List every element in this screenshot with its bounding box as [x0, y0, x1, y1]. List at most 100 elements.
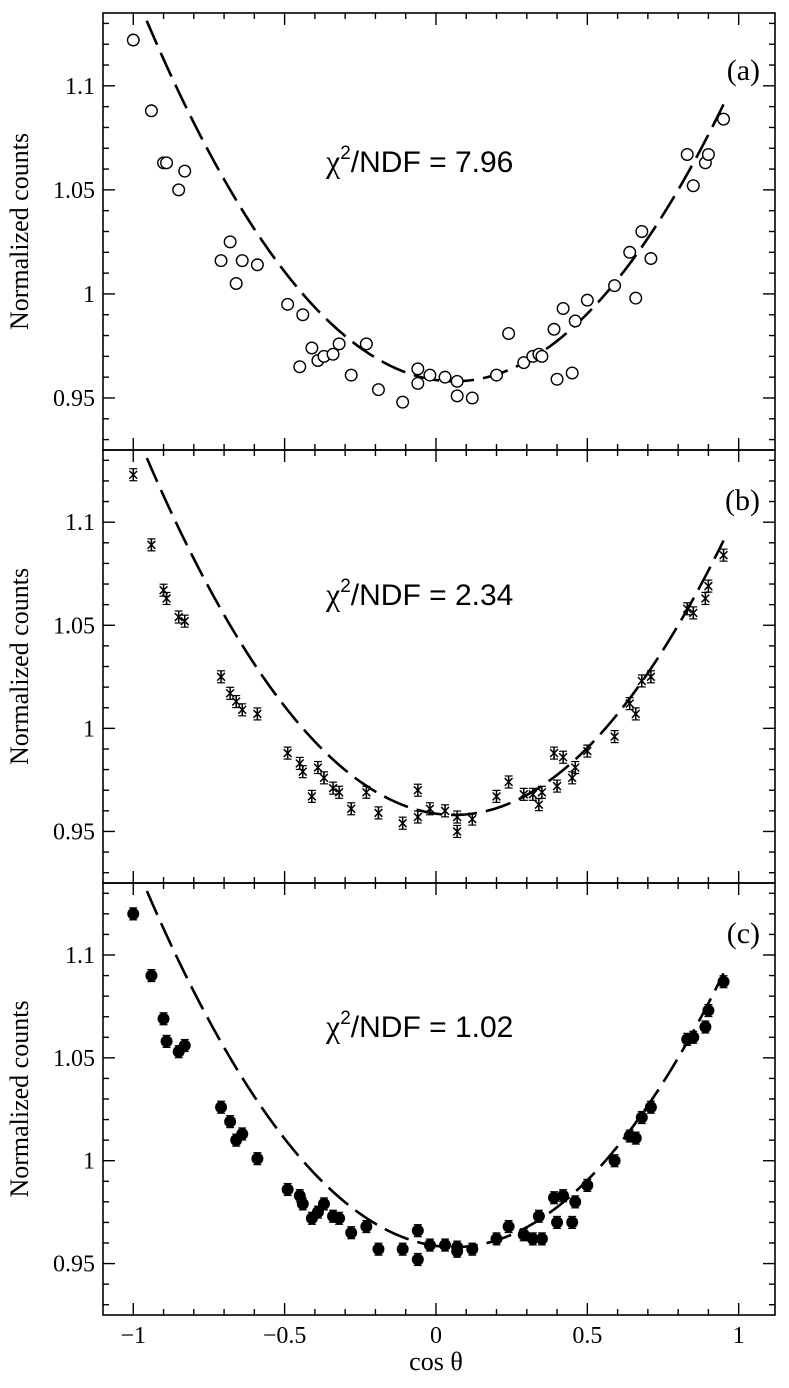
data-point	[556, 301, 570, 315]
marker-filled-circle	[629, 1132, 642, 1145]
data-point	[646, 670, 656, 684]
data-point	[374, 806, 383, 820]
data-point	[372, 1242, 385, 1256]
marker-filled-circle	[333, 1212, 346, 1225]
marker-filled-circle	[296, 1197, 309, 1210]
data-point	[361, 785, 371, 799]
marker-filled-circle	[699, 1021, 712, 1033]
data-point	[490, 1232, 503, 1246]
marker-filled-circle	[608, 1154, 621, 1167]
chi2-suffix: /NDF = 7.96	[351, 146, 514, 179]
data-point	[450, 389, 464, 403]
data-point	[440, 804, 450, 818]
data-point	[532, 1209, 545, 1223]
data-point	[333, 1211, 346, 1225]
data-point	[610, 730, 619, 744]
data-point	[307, 789, 317, 804]
marker-open-circle	[556, 301, 570, 315]
marker-asterisk	[440, 806, 450, 816]
data-point	[580, 293, 594, 307]
data-point	[465, 391, 479, 405]
y-tick-label: 1	[83, 282, 95, 308]
marker-open-circle	[326, 347, 340, 361]
data-point	[492, 789, 501, 804]
data-point	[237, 703, 247, 717]
marker-asterisk	[174, 612, 184, 622]
data-point	[635, 224, 649, 238]
data-points	[128, 468, 728, 839]
marker-asterisk	[719, 550, 728, 560]
marker-asterisk	[346, 804, 356, 814]
data-point	[528, 787, 538, 801]
data-point	[235, 254, 249, 268]
chi2-symbol: χ	[325, 143, 341, 179]
marker-asterisk	[534, 800, 544, 810]
data-point	[236, 1127, 249, 1141]
marker-asterisk	[452, 827, 462, 836]
data-point	[296, 1197, 309, 1211]
marker-open-circle	[547, 322, 561, 336]
data-point	[635, 1110, 648, 1125]
data-point	[686, 179, 700, 193]
data-point	[359, 337, 373, 351]
y-tick-label: 1.1	[65, 74, 95, 100]
data-point	[281, 297, 295, 311]
data-point	[439, 1238, 452, 1252]
marker-asterisk	[398, 818, 408, 828]
data-point	[147, 538, 156, 552]
marker-open-circle	[396, 395, 410, 409]
chi2-annotation: χ2/NDF = 2.34	[325, 576, 513, 612]
marker-filled-circle	[360, 1220, 373, 1233]
chi2-superscript: 2	[340, 143, 351, 164]
marker-filled-circle	[215, 1101, 228, 1114]
marker-filled-circle	[224, 1115, 237, 1128]
data-point	[305, 341, 319, 355]
marker-open-circle	[717, 112, 731, 126]
marker-filled-circle	[551, 1216, 564, 1229]
marker-open-circle	[126, 33, 140, 47]
data-point	[490, 368, 504, 382]
marker-asterisk	[625, 699, 635, 709]
data-point	[411, 1224, 424, 1238]
data-point	[319, 771, 329, 785]
marker-filled-circle	[145, 969, 158, 982]
data-point	[160, 156, 174, 170]
data-point	[682, 602, 692, 616]
data-point	[145, 968, 158, 983]
data-point	[172, 183, 186, 197]
data-point	[345, 1226, 358, 1240]
marker-filled-circle	[411, 1224, 424, 1237]
marker-filled-circle	[251, 1152, 264, 1165]
y-ticks	[103, 459, 775, 874]
data-point	[251, 1152, 264, 1166]
marker-open-circle	[686, 179, 700, 193]
data-point	[344, 368, 358, 382]
x-ticks	[132, 450, 740, 883]
marker-asterisk	[361, 787, 371, 797]
fit-curve	[142, 883, 725, 1249]
panel-a: 0.95 1 1.05 1.1 Normalized counts (a) χ2/NDF =…	[5, 12, 776, 451]
data-point	[569, 1195, 582, 1209]
panel-label: (a)	[727, 54, 760, 87]
data-point	[629, 1131, 642, 1145]
data-point	[371, 383, 385, 397]
data-point	[214, 254, 228, 268]
data-point	[502, 326, 516, 340]
marker-asterisk	[162, 594, 171, 603]
marker-open-circle	[160, 156, 174, 170]
marker-asterisk	[425, 804, 435, 814]
data-point	[178, 164, 192, 178]
chi2-symbol: χ	[325, 1008, 341, 1044]
marker-asterisk	[283, 748, 293, 758]
data-point	[178, 1038, 191, 1053]
marker-asterisk	[549, 748, 559, 758]
marker-asterisk	[295, 758, 305, 768]
marker-filled-circle	[566, 1216, 579, 1229]
marker-open-circle	[371, 383, 385, 397]
y-tick-label: 0.95	[53, 1252, 95, 1278]
marker-filled-circle	[581, 1179, 594, 1192]
data-point	[411, 1252, 424, 1267]
y-tick-label: 1.1	[65, 510, 95, 536]
panel-frame	[102, 449, 776, 884]
marker-asterisk	[128, 470, 138, 480]
